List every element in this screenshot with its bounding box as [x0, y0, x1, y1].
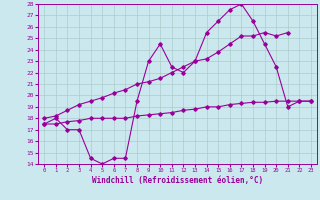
X-axis label: Windchill (Refroidissement éolien,°C): Windchill (Refroidissement éolien,°C) — [92, 176, 263, 185]
